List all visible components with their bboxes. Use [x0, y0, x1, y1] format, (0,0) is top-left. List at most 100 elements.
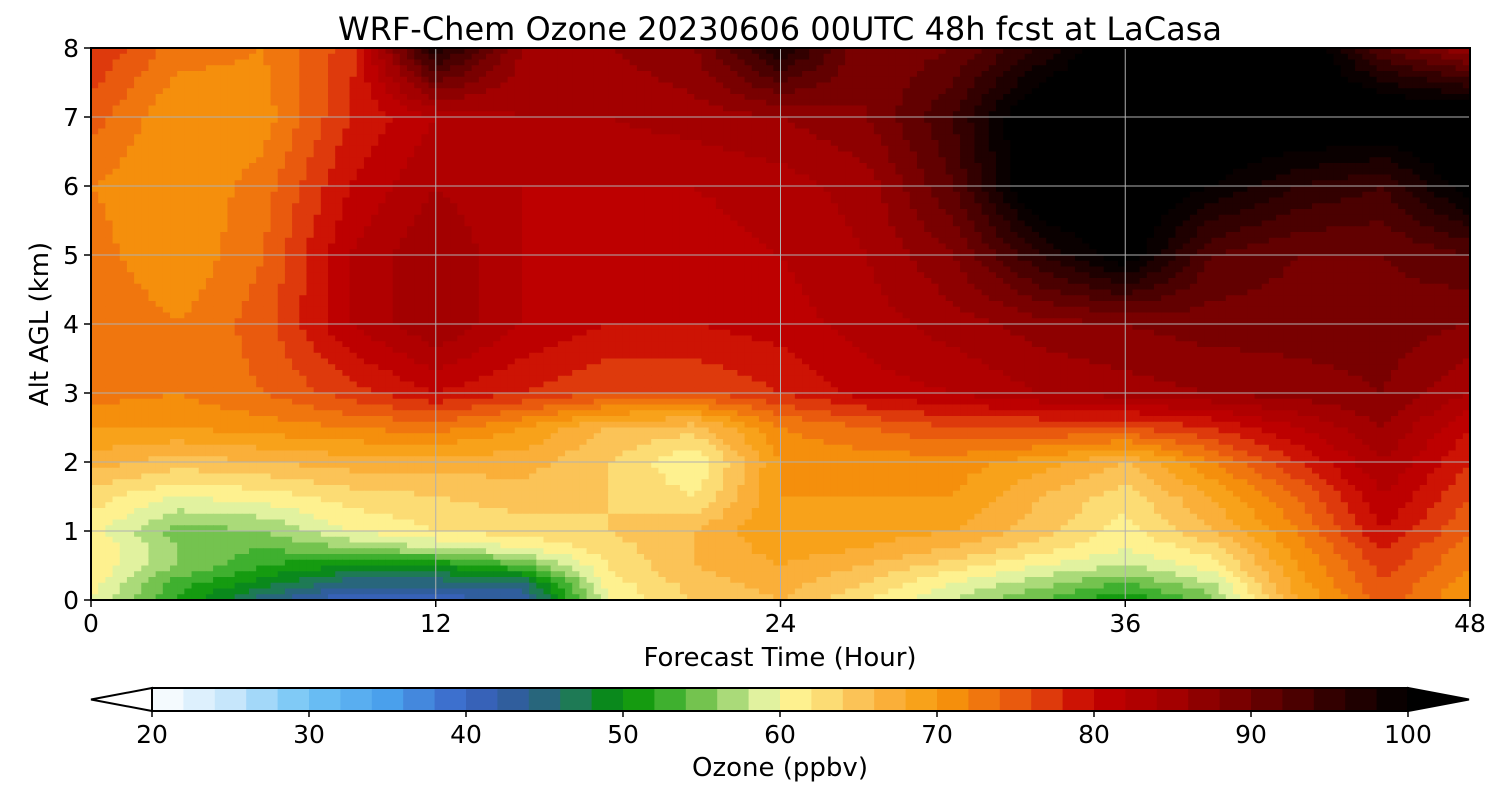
heatmap-cell — [314, 54, 322, 60]
heatmap-cell — [766, 129, 774, 135]
heatmap-cell — [1405, 54, 1413, 60]
heatmap-cell — [508, 100, 516, 106]
heatmap-cell — [874, 83, 882, 89]
heatmap-cell — [939, 88, 947, 94]
heatmap-cell — [1319, 71, 1327, 77]
heatmap-cell — [407, 123, 415, 129]
heatmap-cell — [464, 94, 472, 100]
heatmap-cell — [572, 192, 580, 198]
heatmap-cell — [737, 123, 745, 129]
heatmap-cell — [860, 83, 868, 89]
heatmap-cell — [1075, 152, 1083, 158]
heatmap-cell — [666, 157, 674, 163]
heatmap-cell — [1118, 175, 1126, 181]
heatmap-cell — [960, 186, 968, 192]
heatmap-cell — [1413, 140, 1421, 146]
heatmap-cell — [601, 152, 609, 158]
heatmap-cell — [1097, 146, 1105, 152]
heatmap-cell — [1190, 163, 1198, 169]
heatmap-cell — [1427, 186, 1435, 192]
heatmap-cell — [263, 117, 271, 123]
heatmap-cell — [1089, 94, 1097, 100]
heatmap-cell — [1003, 123, 1011, 129]
heatmap-cell — [917, 129, 925, 135]
heatmap-cell — [809, 163, 817, 169]
heatmap-cell — [220, 175, 228, 181]
heatmap-cell — [651, 123, 659, 129]
heatmap-cell — [1326, 100, 1334, 106]
heatmap-cell — [271, 88, 279, 94]
heatmap-cell — [407, 129, 415, 135]
heatmap-cell — [723, 71, 731, 77]
heatmap-cell — [508, 65, 516, 71]
heatmap-cell — [529, 65, 537, 71]
heatmap-cell — [91, 100, 99, 106]
heatmap-cell — [407, 152, 415, 158]
heatmap-cell — [242, 146, 250, 152]
heatmap-cell — [1441, 71, 1449, 77]
heatmap-cell — [594, 60, 602, 66]
heatmap-cell — [206, 129, 214, 135]
heatmap-cell — [493, 157, 501, 163]
heatmap-cell — [1255, 60, 1263, 66]
heatmap-cell — [306, 71, 314, 77]
heatmap-cell — [227, 175, 235, 181]
heatmap-cell — [960, 54, 968, 60]
heatmap-cell — [450, 192, 458, 198]
heatmap-cell — [543, 163, 551, 169]
heatmap-cell — [443, 146, 451, 152]
heatmap-cell — [1125, 146, 1133, 152]
heatmap-cell — [644, 192, 652, 198]
heatmap-cell — [479, 83, 487, 89]
heatmap-cell — [120, 163, 128, 169]
heatmap-cell — [486, 106, 494, 112]
heatmap-cell — [903, 77, 911, 83]
heatmap-cell — [177, 100, 185, 106]
heatmap-cell — [1075, 157, 1083, 163]
heatmap-cell — [421, 129, 429, 135]
heatmap-cell — [1384, 186, 1392, 192]
heatmap-cell — [716, 71, 724, 77]
heatmap-cell — [400, 88, 408, 94]
heatmap-cell — [105, 134, 113, 140]
heatmap-cell — [127, 152, 135, 158]
heatmap-cell — [148, 106, 156, 112]
heatmap-cell — [464, 175, 472, 181]
heatmap-cell — [235, 123, 243, 129]
heatmap-cell — [1290, 83, 1298, 89]
heatmap-cell — [1046, 65, 1054, 71]
heatmap-cell — [213, 54, 221, 60]
heatmap-cell — [1341, 146, 1349, 152]
heatmap-cell — [493, 123, 501, 129]
heatmap-cell — [658, 163, 666, 169]
heatmap-cell — [723, 123, 731, 129]
heatmap-cell — [745, 77, 753, 83]
heatmap-cell — [1441, 152, 1449, 158]
heatmap-cell — [924, 146, 932, 152]
heatmap-cell — [292, 123, 300, 129]
heatmap-cell — [357, 123, 365, 129]
heatmap-cell — [227, 169, 235, 175]
heatmap-cell — [414, 152, 422, 158]
heatmap-cell — [278, 60, 286, 66]
heatmap-cell — [328, 106, 336, 112]
heatmap-cell — [170, 117, 178, 123]
heatmap-cell — [622, 65, 630, 71]
heatmap-cell — [1046, 140, 1054, 146]
heatmap-cell — [278, 152, 286, 158]
heatmap-cell — [464, 163, 472, 169]
heatmap-cell — [515, 71, 523, 77]
heatmap-cell — [235, 146, 243, 152]
heatmap-cell — [1053, 146, 1061, 152]
heatmap-cell — [156, 60, 164, 66]
heatmap-cell — [579, 175, 587, 181]
heatmap-cell — [788, 65, 796, 71]
heatmap-cell — [903, 134, 911, 140]
heatmap-cell — [515, 100, 523, 106]
heatmap-cell — [651, 163, 659, 169]
heatmap-cell — [1132, 146, 1140, 152]
heatmap-cell — [1154, 129, 1162, 135]
heatmap-cell — [1391, 163, 1399, 169]
heatmap-cell — [615, 192, 623, 198]
heatmap-cell — [529, 192, 537, 198]
